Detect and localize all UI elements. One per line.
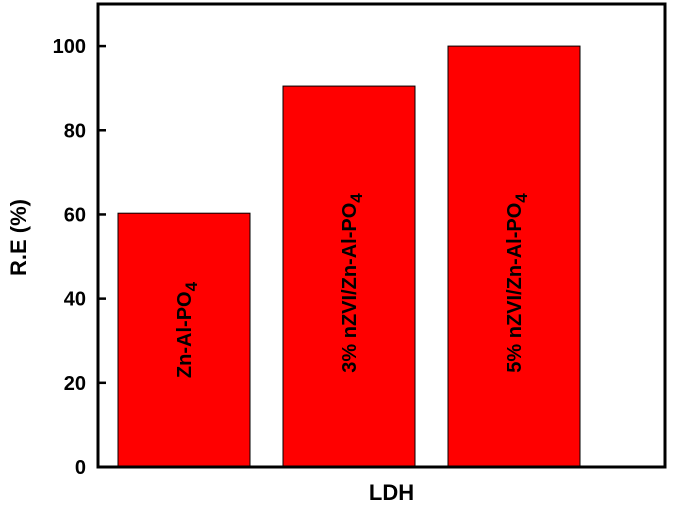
y-tick-label-60: 60 [64,204,86,226]
y-tick-label-40: 40 [64,289,86,311]
y-tick-label-100: 100 [53,36,86,58]
y-tick-label-0: 0 [75,457,86,479]
bar-1 [117,212,251,468]
bar-label-1: Zn-Al-PO4 [174,281,201,378]
bar-3 [447,45,581,468]
x-axis-title: LDH [369,480,414,505]
bar-label-2: 3% nZVI/Zn-Al-PO4 [339,193,366,373]
axes-layer: 0 20 40 60 80 100 [53,2,667,479]
y-tick-label-80: 80 [64,120,86,142]
bar-label-3: 5% nZVI/Zn-Al-PO4 [504,193,531,373]
y-tick-label-20: 20 [64,373,86,395]
plot-frame [96,2,667,469]
bar-2 [282,85,416,468]
y-axis-title: R.E (%) [6,199,31,276]
bars-layer: Zn-Al-PO4 3% nZVI/Zn-Al-PO4 5% nZVI/Zn-Al-… [117,45,581,468]
